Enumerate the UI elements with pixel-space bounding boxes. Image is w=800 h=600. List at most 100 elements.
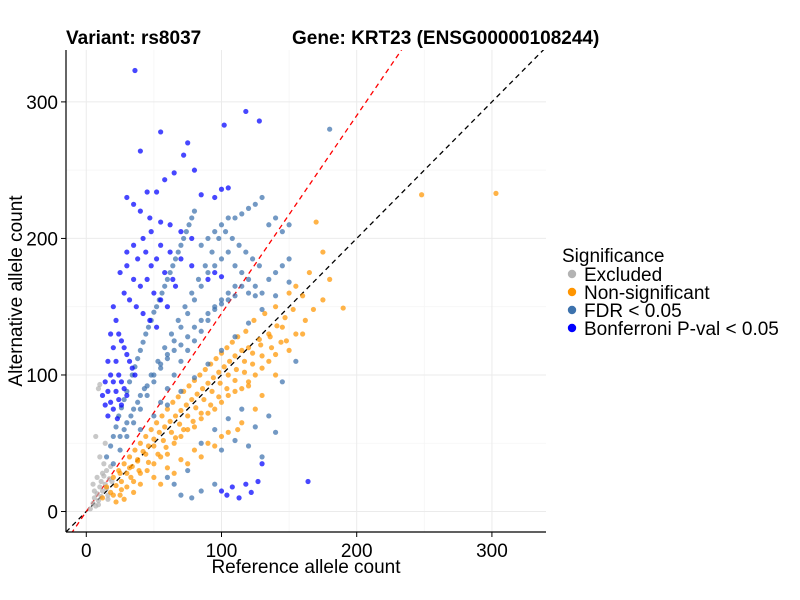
point-non-significant <box>245 383 252 389</box>
point-fdr-0-05 <box>272 269 279 276</box>
point-fdr-0-05 <box>236 242 242 248</box>
point-fdr-0-05 <box>218 301 225 307</box>
point-fdr-0-05 <box>162 345 168 351</box>
point-non-significant <box>243 328 249 334</box>
x-tick-label: 200 <box>341 541 373 562</box>
point-non-significant <box>197 372 203 378</box>
point-fdr-0-05 <box>113 424 119 430</box>
point-non-significant <box>262 310 268 317</box>
point-fdr-0-05 <box>178 324 184 330</box>
point-fdr-0-05 <box>232 293 238 299</box>
point-fdr-0-05 <box>185 310 191 317</box>
point-non-significant <box>205 440 211 446</box>
point-fdr-0-05 <box>259 454 265 460</box>
point-non-significant <box>300 293 306 299</box>
point-bonferroni-p-val-0-05 <box>129 365 135 371</box>
point-non-significant <box>124 470 130 476</box>
point-non-significant <box>190 418 196 424</box>
point-fdr-0-05 <box>218 222 225 228</box>
point-bonferroni-p-val-0-05 <box>212 269 218 276</box>
point-fdr-0-05 <box>185 334 191 340</box>
point-non-significant <box>189 396 195 403</box>
point-non-significant <box>225 392 231 399</box>
point-bonferroni-p-val-0-05 <box>151 290 157 296</box>
point-fdr-0-05 <box>175 317 181 323</box>
point-bonferroni-p-val-0-05 <box>158 297 164 303</box>
point-fdr-0-05 <box>259 194 265 201</box>
point-bonferroni-p-val-0-05 <box>191 167 198 173</box>
point-non-significant <box>153 420 160 426</box>
point-fdr-0-05 <box>259 290 265 296</box>
point-non-significant <box>213 355 219 362</box>
point-fdr-0-05 <box>218 256 225 262</box>
point-non-significant <box>99 495 106 501</box>
point-excluded <box>95 386 102 392</box>
point-fdr-0-05 <box>218 297 225 303</box>
point-fdr-0-05 <box>212 304 218 310</box>
point-bonferroni-p-val-0-05 <box>212 194 218 201</box>
point-non-significant <box>128 474 134 480</box>
point-non-significant <box>160 437 166 444</box>
point-non-significant <box>103 484 110 490</box>
point-fdr-0-05 <box>164 351 171 358</box>
point-non-significant <box>164 451 171 457</box>
point-non-significant <box>232 388 238 394</box>
point-non-significant <box>202 366 208 373</box>
point-excluded <box>91 488 97 494</box>
point-non-significant <box>286 347 292 353</box>
point-bonferroni-p-val-0-05 <box>137 148 143 154</box>
chart-title-gene: Gene: KRT23 (ENSG00000108244) <box>292 28 599 49</box>
point-bonferroni-p-val-0-05 <box>218 488 225 494</box>
point-fdr-0-05 <box>232 283 238 289</box>
point-fdr-0-05 <box>198 283 204 289</box>
point-bonferroni-p-val-0-05 <box>221 122 227 128</box>
point-non-significant <box>171 440 177 446</box>
point-non-significant <box>266 331 272 337</box>
point-non-significant <box>252 372 258 378</box>
point-bonferroni-p-val-0-05 <box>158 219 164 225</box>
point-non-significant <box>218 399 225 405</box>
x-tick-label: 100 <box>206 541 238 562</box>
point-non-significant <box>162 424 168 430</box>
point-fdr-0-05 <box>272 293 279 299</box>
point-bonferroni-p-val-0-05 <box>124 392 130 399</box>
point-bonferroni-p-val-0-05 <box>162 269 168 276</box>
x-tick-label: 0 <box>81 541 92 562</box>
point-bonferroni-p-val-0-05 <box>137 283 143 289</box>
point-non-significant <box>272 351 279 358</box>
point-non-significant <box>241 358 248 364</box>
point-bonferroni-p-val-0-05 <box>117 269 123 276</box>
point-non-significant <box>205 380 211 386</box>
point-bonferroni-p-val-0-05 <box>124 194 130 201</box>
point-fdr-0-05 <box>185 467 191 474</box>
point-fdr-0-05 <box>185 347 191 353</box>
point-bonferroni-p-val-0-05 <box>124 263 130 269</box>
point-bonferroni-p-val-0-05 <box>99 392 106 399</box>
point-excluded <box>95 502 102 508</box>
point-bonferroni-p-val-0-05 <box>205 276 211 282</box>
point-non-significant <box>145 459 152 465</box>
point-bonferroni-p-val-0-05 <box>126 358 133 364</box>
point-bonferroni-p-val-0-05 <box>113 358 119 364</box>
point-bonferroni-p-val-0-05 <box>305 478 311 485</box>
reference-line-fitted <box>71 50 403 532</box>
point-non-significant <box>310 306 317 313</box>
point-fdr-0-05 <box>225 290 231 296</box>
chart-title-variant: Variant: rs8037 <box>66 28 201 49</box>
point-non-significant <box>290 306 296 313</box>
point-fdr-0-05 <box>229 235 235 242</box>
point-fdr-0-05 <box>144 392 150 399</box>
point-bonferroni-p-val-0-05 <box>170 276 176 282</box>
point-bonferroni-p-val-0-05 <box>148 263 154 269</box>
point-fdr-0-05 <box>279 229 285 235</box>
point-fdr-0-05 <box>189 215 195 221</box>
point-fdr-0-05 <box>198 242 204 248</box>
point-excluded <box>91 495 97 501</box>
point-fdr-0-05 <box>143 331 149 337</box>
point-bonferroni-p-val-0-05 <box>132 372 138 378</box>
point-fdr-0-05 <box>286 222 292 228</box>
point-non-significant <box>252 406 258 412</box>
point-fdr-0-05 <box>178 358 184 364</box>
point-non-significant <box>168 429 175 435</box>
point-fdr-0-05 <box>218 347 225 353</box>
